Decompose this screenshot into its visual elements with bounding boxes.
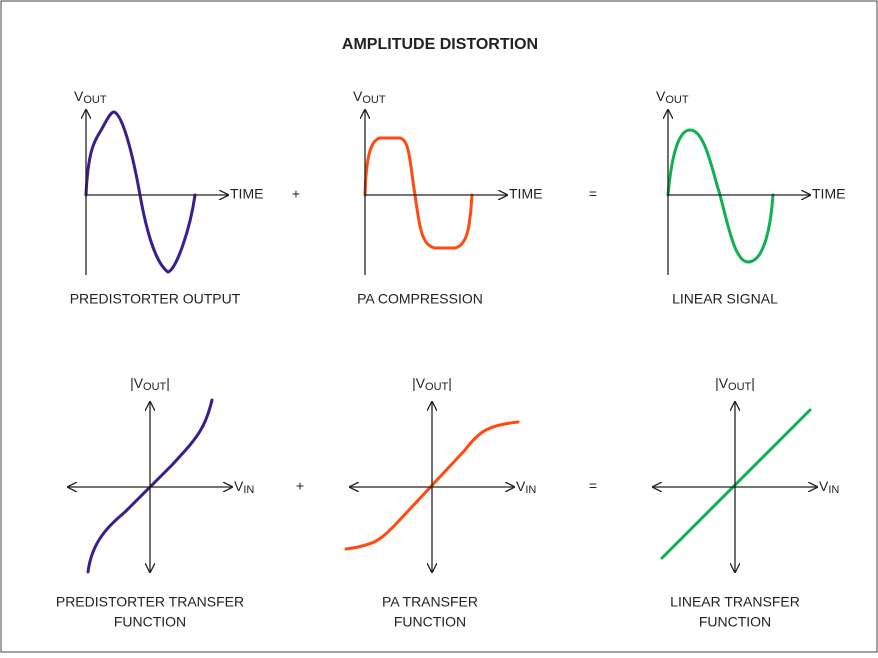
operator: + <box>292 186 300 202</box>
y-label-part: OUT <box>83 94 107 106</box>
operator: + <box>296 478 304 494</box>
x-label: TIME <box>812 186 845 202</box>
caption: PA TRANSFER <box>382 594 478 610</box>
x-label-part: IN <box>828 484 839 496</box>
x-label-part: V <box>516 478 526 494</box>
x-label: TIME <box>509 186 542 202</box>
y-label-part: OUT <box>143 381 167 393</box>
y-label: |VOUT| <box>715 375 755 394</box>
y-label-part: V <box>74 88 84 104</box>
y-label-part: OUT <box>362 94 386 106</box>
predistorter-wave <box>84 110 197 274</box>
x-label: TIME <box>230 186 263 202</box>
x-label: VIN <box>819 478 839 497</box>
y-label-part: |V <box>130 375 144 391</box>
y-label-part: OUT <box>665 94 689 106</box>
y-label: VOUT <box>74 88 107 107</box>
y-label-part: |V <box>715 375 729 391</box>
y-label-part: | <box>448 375 452 391</box>
x-label-part: V <box>234 478 244 494</box>
x-label: VIN <box>516 478 536 497</box>
operator: = <box>589 186 597 202</box>
caption: PREDISTORTER OUTPUT <box>70 291 241 307</box>
y-label-part: V <box>353 88 363 104</box>
y-label-part: | <box>166 375 170 391</box>
y-label-part: OUT <box>425 381 449 393</box>
y-label: VOUT <box>353 88 386 107</box>
caption: PA COMPRESSION <box>357 291 483 307</box>
title: AMPLITUDE DISTORTION <box>342 36 538 53</box>
y-label-part: | <box>751 375 755 391</box>
pa-transfer <box>344 420 520 551</box>
caption: LINEAR SIGNAL <box>672 291 778 307</box>
x-label-part: IN <box>243 484 254 496</box>
caption: FUNCTION <box>394 614 466 630</box>
x-label: VIN <box>234 478 254 497</box>
x-label-part: IN <box>525 484 536 496</box>
y-label-part: OUT <box>728 381 752 393</box>
y-label-part: V <box>656 88 666 104</box>
caption: PREDISTORTER TRANSFER <box>56 594 244 610</box>
y-label: |VOUT| <box>130 375 170 394</box>
x-label-part: V <box>819 478 829 494</box>
y-label: |VOUT| <box>412 375 452 394</box>
caption: FUNCTION <box>699 614 771 630</box>
caption: LINEAR TRANSFER <box>670 594 800 610</box>
caption: FUNCTION <box>114 614 186 630</box>
y-label-part: |V <box>412 375 426 391</box>
operator: = <box>589 478 597 494</box>
predistorter-transfer <box>86 398 214 574</box>
linear-transfer <box>660 408 812 560</box>
y-label: VOUT <box>656 88 689 107</box>
